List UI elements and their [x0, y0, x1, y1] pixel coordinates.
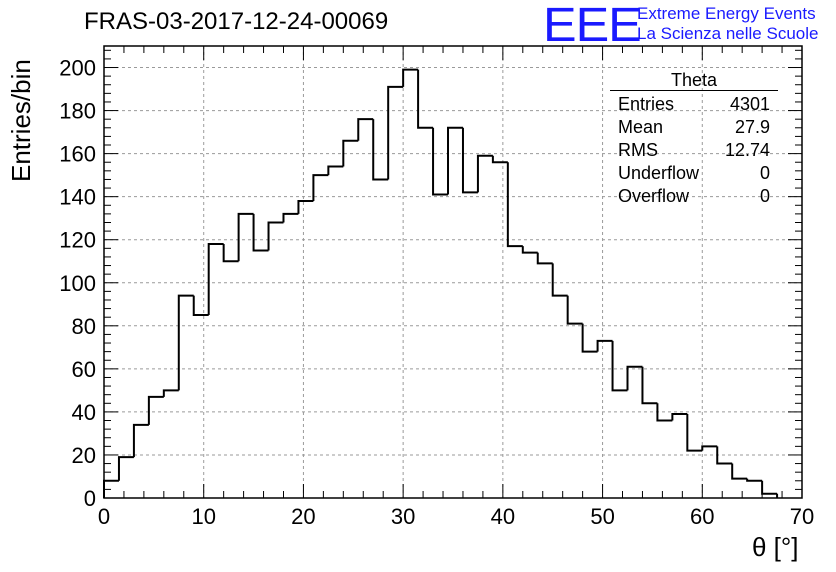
- logo-line-1: Extreme Energy Events: [637, 4, 816, 23]
- chart-title: FRAS-03-2017-12-24-00069: [84, 8, 389, 35]
- y-tick-label: 0: [84, 486, 96, 511]
- x-axis-label: θ [°]: [752, 532, 799, 562]
- x-tick-label: 30: [391, 504, 415, 529]
- histogram-bin: [387, 85, 404, 180]
- y-axis-label: Entries/bin: [6, 59, 36, 182]
- plot-frame: [103, 45, 803, 499]
- histogram-bin: [506, 162, 523, 248]
- x-tick-label: 0: [98, 504, 110, 529]
- histogram-bin: [581, 323, 598, 353]
- stats-box: Theta Entries 4301 Mean 27.9 RMS 12.74 U…: [610, 70, 778, 208]
- stats-label: Entries: [618, 94, 675, 114]
- x-tick-label: 60: [690, 504, 714, 529]
- histogram-bin: [132, 423, 149, 458]
- stats-value: 12.74: [724, 140, 770, 160]
- histogram-bin: [731, 463, 748, 480]
- histogram-bin: [476, 154, 493, 193]
- histogram-series: [103, 68, 779, 498]
- stats-label: Mean: [618, 117, 664, 137]
- histogram-bin: [656, 403, 673, 422]
- stats-label: Overflow: [618, 186, 690, 206]
- histogram-bin: [761, 480, 778, 495]
- x-tick-label: 40: [491, 504, 515, 529]
- histogram-bin: [611, 340, 628, 392]
- logo-line-2: La Scienza nelle Scuole: [637, 24, 819, 43]
- histogram-bin: [162, 389, 179, 397]
- x-tick-label: 50: [590, 504, 614, 529]
- histogram-bin: [267, 221, 284, 251]
- histogram-bin: [402, 68, 419, 87]
- x-tick-label: 70: [790, 504, 814, 529]
- histogram-bin: [342, 139, 359, 167]
- histogram-bin: [177, 294, 194, 391]
- histogram-bin: [686, 414, 703, 452]
- y-tick-label: 120: [59, 228, 96, 253]
- y-tick-label: 60: [72, 357, 96, 382]
- histogram-bin: [117, 456, 134, 481]
- grid-lines: [104, 46, 802, 498]
- y-tick-label: 140: [59, 185, 96, 210]
- y-axis: 0 20 40 60 80 100 120 140 160 180 200: [59, 49, 802, 511]
- histogram-bin: [207, 243, 224, 316]
- stats-label: Underflow: [618, 163, 700, 183]
- y-tick-label: 200: [59, 56, 96, 81]
- eee-logo: EEE: [543, 0, 642, 52]
- histogram-bin: [701, 445, 718, 451]
- histogram-bin: [461, 127, 478, 194]
- histogram-bin: [521, 246, 538, 254]
- histogram-bin: [282, 212, 299, 223]
- stats-row-mean: Mean 27.9: [610, 116, 778, 139]
- histogram-bin: [297, 199, 314, 214]
- histogram-bin: [716, 446, 733, 465]
- histogram-bin: [222, 244, 239, 263]
- stats-row-underflow: Underflow 0: [610, 162, 778, 185]
- histogram-bin: [641, 366, 658, 405]
- stats-row-entries: Entries 4301: [610, 93, 778, 116]
- histogram-bin: [491, 155, 508, 164]
- histogram-bin: [746, 478, 763, 482]
- histogram-bin: [566, 295, 583, 325]
- histogram-bin: [147, 395, 164, 425]
- histogram-bin: [447, 126, 463, 195]
- histogram-bin: [312, 174, 329, 201]
- stats-row-overflow: Overflow 0: [610, 185, 778, 208]
- stats-value: 0: [759, 163, 770, 183]
- histogram-bin: [417, 69, 434, 129]
- histogram-bin: [192, 295, 209, 317]
- histogram-bin: [357, 118, 374, 141]
- histogram-bin: [372, 119, 389, 181]
- y-tick-label: 40: [72, 400, 96, 425]
- histogram-bin: [596, 339, 613, 352]
- histogram-bin: [237, 212, 254, 262]
- x-axis: 0 10 20 30 40 50 60 70: [98, 46, 814, 529]
- y-tick-label: 180: [59, 99, 96, 124]
- y-tick-label: 20: [72, 443, 96, 468]
- x-tick-label: 10: [191, 504, 215, 529]
- stats-value: 27.9: [734, 117, 770, 137]
- y-tick-label: 100: [59, 271, 96, 296]
- histogram-bin: [252, 213, 269, 252]
- stats-divider: [610, 90, 778, 91]
- histogram-bin: [327, 165, 344, 176]
- y-tick-label: 80: [72, 314, 96, 339]
- histogram-bin: [536, 252, 553, 265]
- y-tick-label: 160: [59, 142, 96, 167]
- x-tick-label: 20: [291, 504, 315, 529]
- stats-value: 0: [759, 186, 770, 206]
- histogram-bin: [626, 365, 643, 391]
- histogram-bin: [671, 413, 688, 421]
- stats-label: RMS: [618, 140, 658, 160]
- plot-border: [103, 45, 803, 499]
- stats-row-rms: RMS 12.74: [610, 139, 778, 162]
- stats-name: Theta: [670, 70, 718, 90]
- histogram-bin: [551, 263, 568, 297]
- histogram-bin: [432, 127, 449, 196]
- stats-value: 4301: [729, 94, 770, 114]
